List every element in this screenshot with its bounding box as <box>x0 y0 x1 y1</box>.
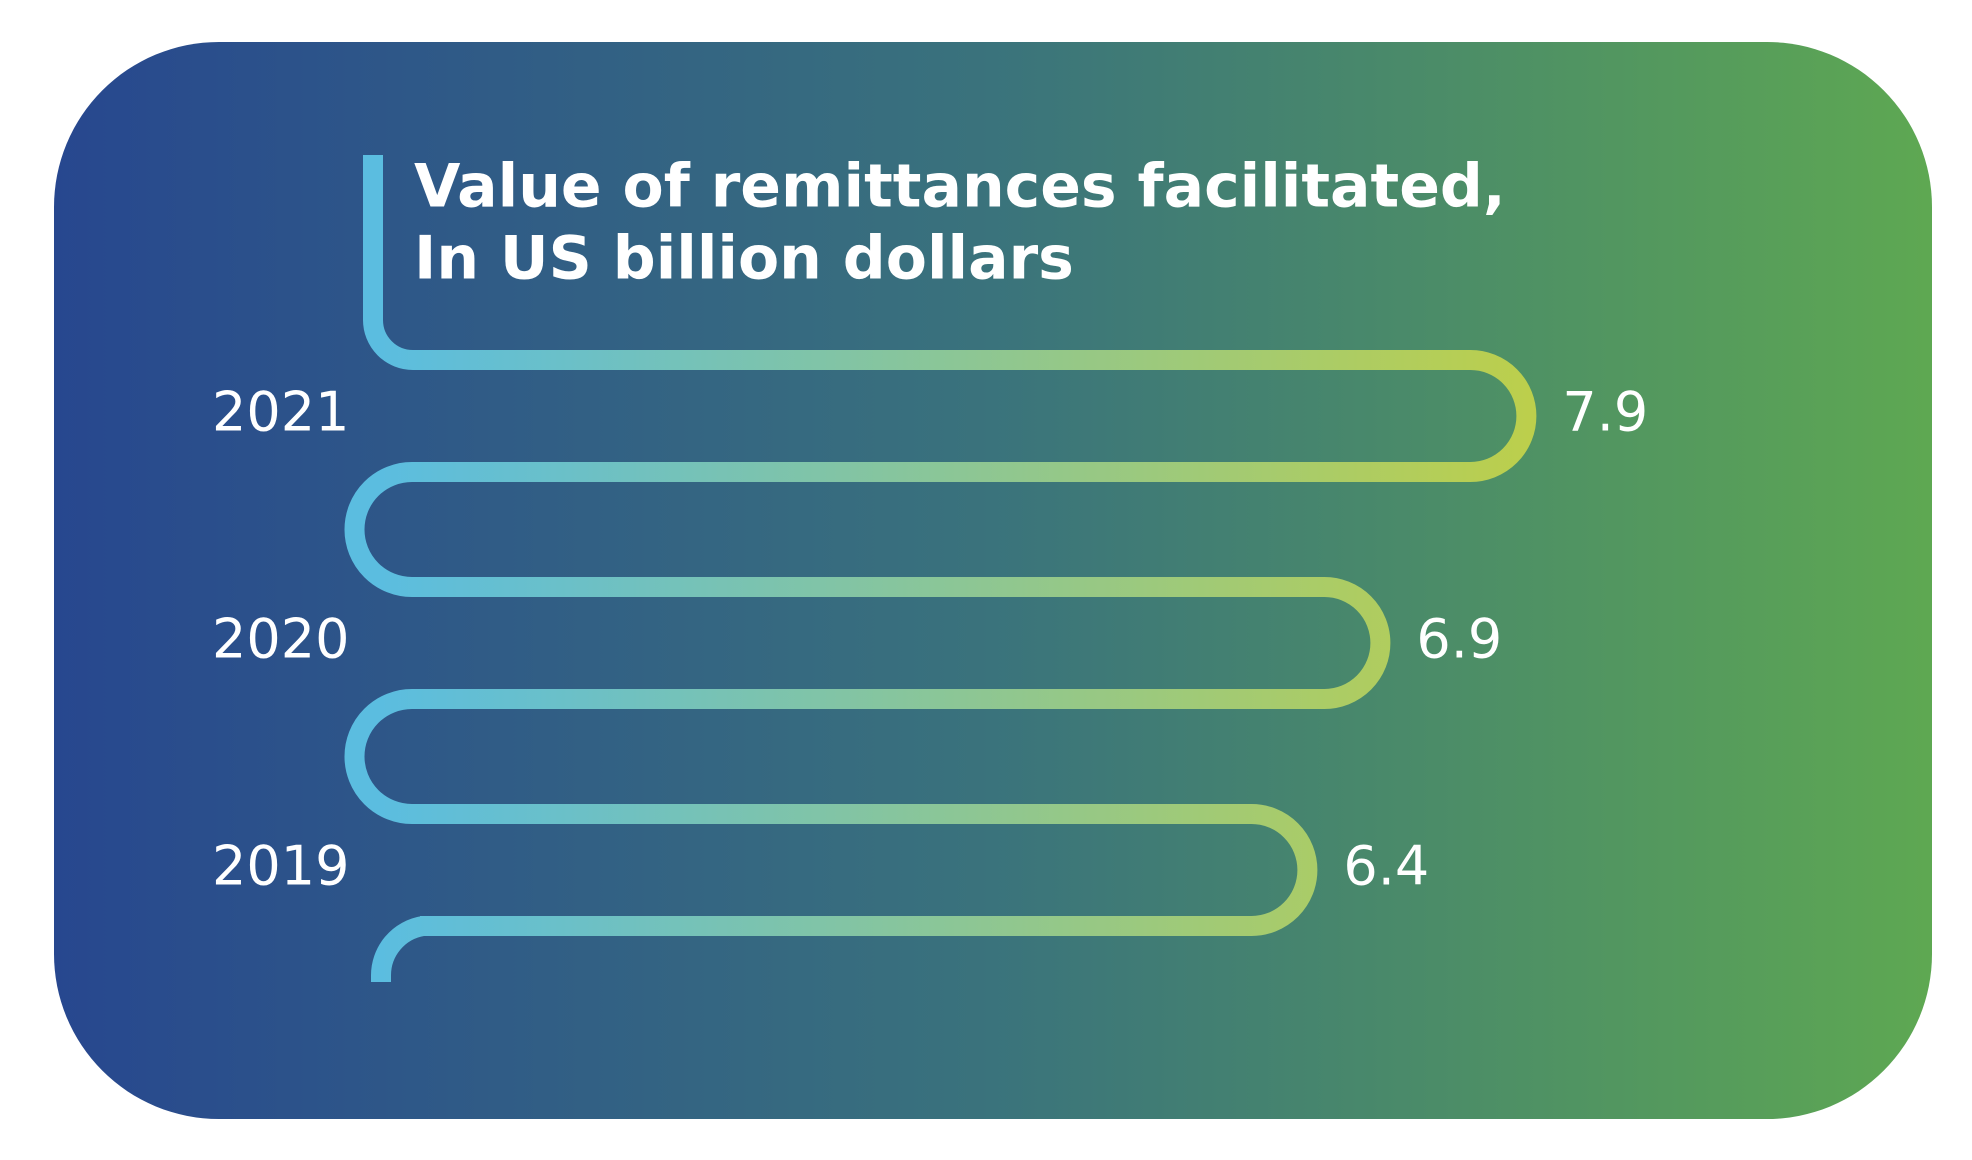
value-label: 6.4 <box>1343 835 1429 898</box>
bar <box>420 577 1391 709</box>
chart-subtitle: In US billion dollars <box>414 224 1074 294</box>
ribbon-connector <box>370 916 426 982</box>
ribbon-connector <box>344 462 420 597</box>
bar <box>420 804 1318 936</box>
category-label: 2019 <box>212 835 349 898</box>
ribbon-connector <box>344 689 420 824</box>
category-label: 2021 <box>212 381 349 444</box>
category-label: 2020 <box>212 608 349 671</box>
chart-title: Value of remittances facilitated, <box>414 152 1506 222</box>
value-label: 6.9 <box>1416 608 1502 671</box>
ribbon-connector <box>363 155 420 370</box>
bar <box>420 350 1537 482</box>
value-label: 7.9 <box>1562 381 1648 444</box>
